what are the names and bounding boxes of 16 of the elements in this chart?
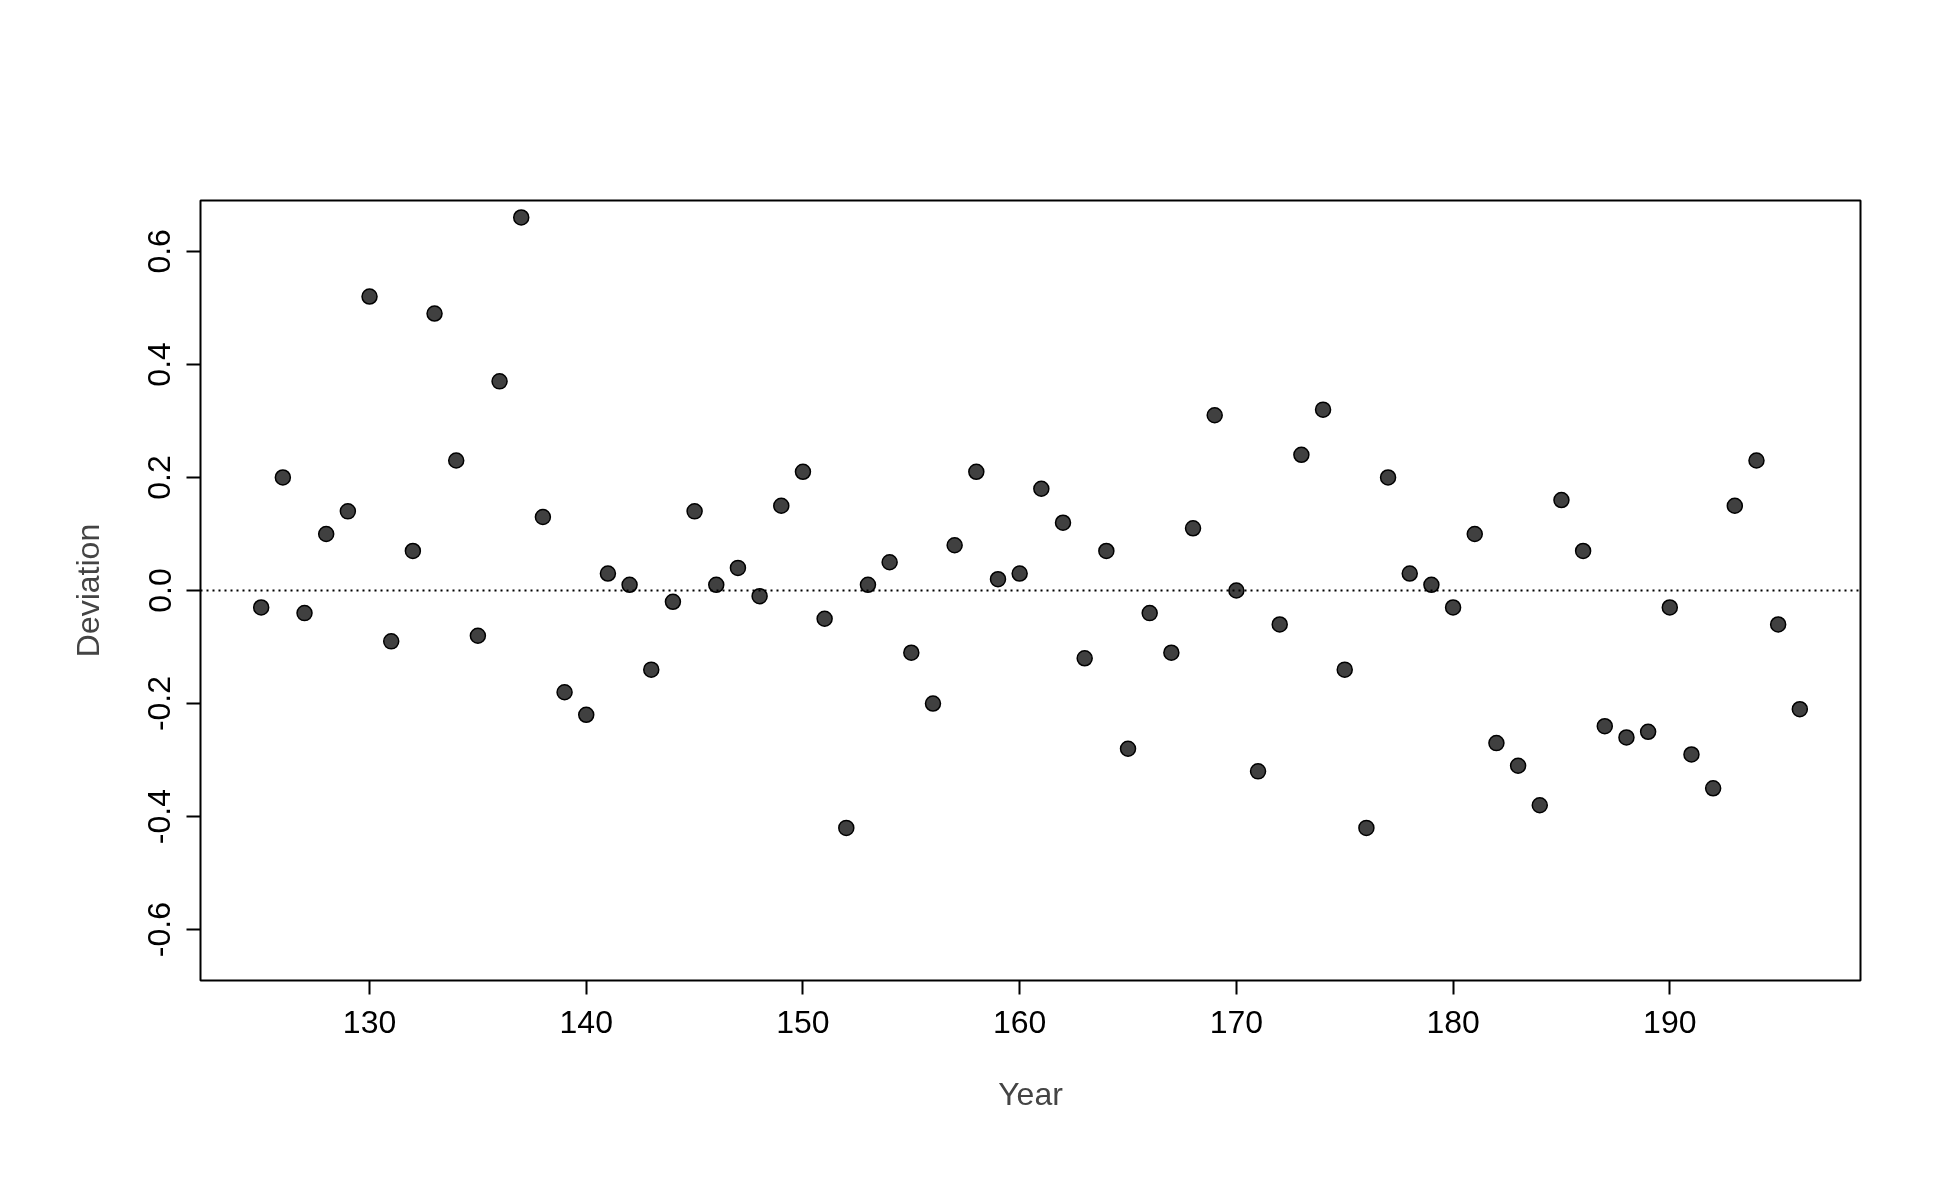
x-tick-label: 160: [992, 1003, 1047, 1040]
x-tick-label: 180: [1426, 1003, 1480, 1040]
y-tick-label: -0.6: [141, 902, 178, 958]
y-tick-label: -0.4: [141, 789, 178, 845]
y-tick-label: 0.6: [141, 229, 178, 274]
x-axis-title: Year: [998, 1075, 1064, 1112]
x-tick-label: 130: [342, 1003, 397, 1040]
x-tick-label: 140: [559, 1003, 613, 1040]
y-axis-title: Deviation: [69, 523, 106, 658]
x-tick-label: 150: [776, 1003, 830, 1040]
x-tick-label: 170: [1209, 1003, 1264, 1040]
y-tick-label: 0.2: [141, 455, 178, 500]
x-tick-label: 190: [1643, 1003, 1697, 1040]
y-tick-label: -0.2: [141, 675, 178, 732]
y-tick-label: 0.0: [141, 568, 178, 613]
y-tick-label: 0.4: [141, 342, 178, 387]
